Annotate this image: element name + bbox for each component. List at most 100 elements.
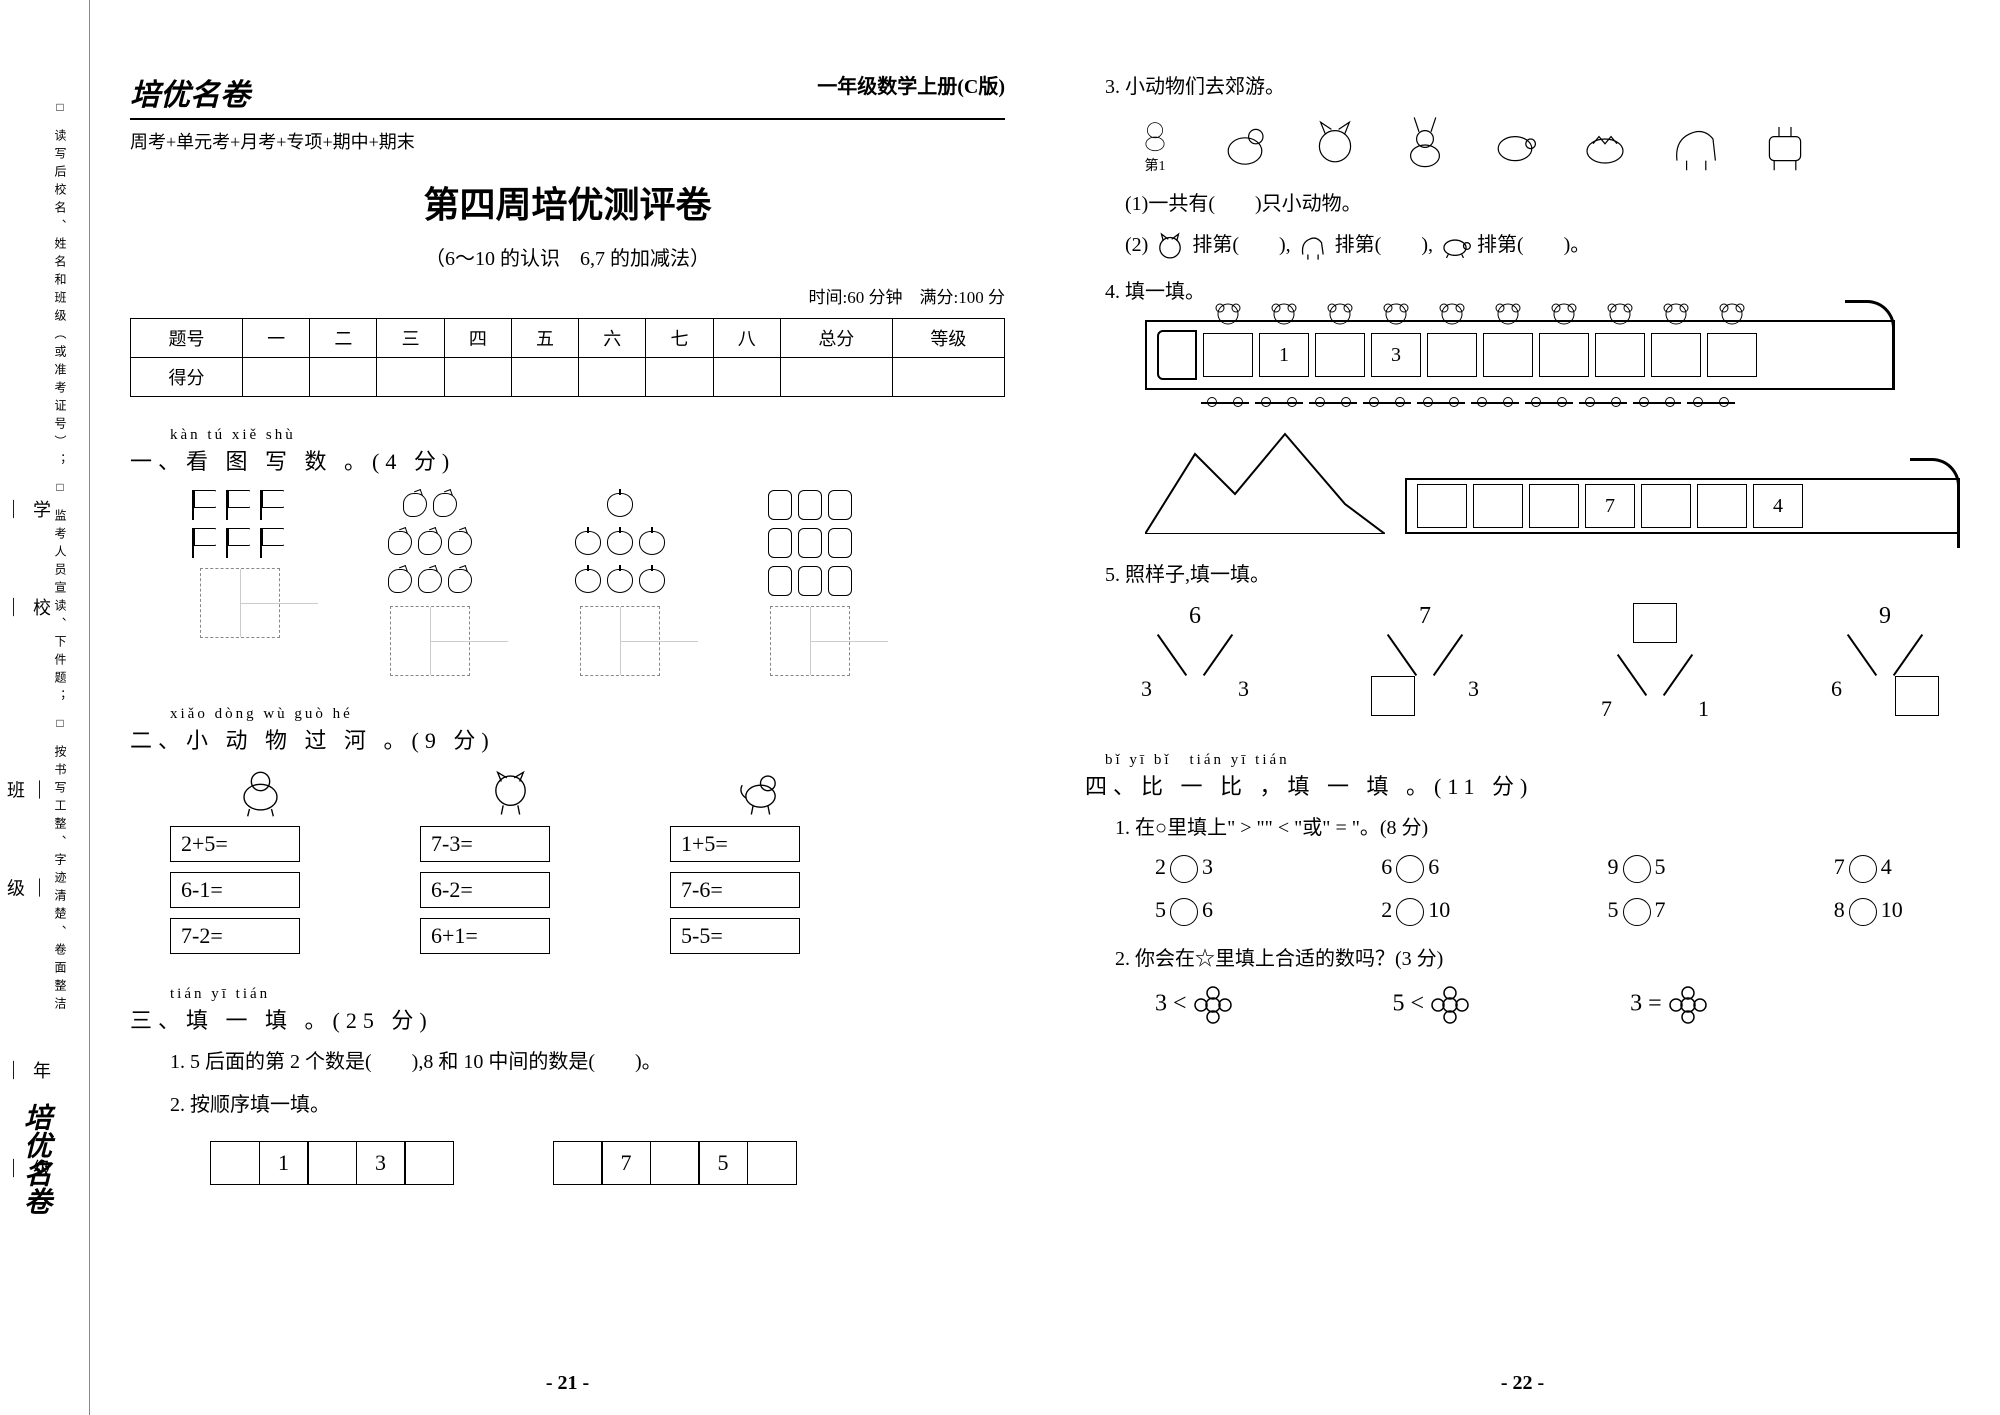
score-cell[interactable] <box>511 358 578 397</box>
compare-row: 5621057810 <box>1155 897 1960 926</box>
train-car[interactable] <box>1203 333 1253 377</box>
number-split: 633 <box>1135 603 1255 722</box>
compare-circle[interactable] <box>1623 855 1651 883</box>
sec2-column: 1+5= 7-6= 5-5= <box>670 765 850 964</box>
write-box[interactable] <box>580 606 660 676</box>
compare-circle[interactable] <box>1623 898 1651 926</box>
score-cell[interactable] <box>243 358 310 397</box>
sec4-title: 四、比 一 比 ，填 一 填 。(11 分) <box>1085 769 1960 801</box>
compare-circle[interactable] <box>1396 898 1424 926</box>
score-cell[interactable] <box>713 358 780 397</box>
score-header-cell: 三 <box>377 319 444 358</box>
split-top: 9 <box>1825 603 1945 630</box>
write-box[interactable] <box>200 568 280 638</box>
sec2-pinyin: xiǎo dòng wù guò hé <box>170 706 1005 723</box>
number-box[interactable] <box>747 1141 797 1185</box>
number-box[interactable] <box>404 1141 454 1185</box>
sec1-title: 一、看 图 写 数 。(4 分) <box>130 444 1005 476</box>
split-right[interactable] <box>1895 676 1939 722</box>
train-car: 1 <box>1259 333 1309 377</box>
flower-icon[interactable] <box>1193 985 1233 1025</box>
equation-box[interactable]: 2+5= <box>170 826 300 862</box>
equation-box[interactable]: 6+1= <box>420 918 550 954</box>
train-car[interactable] <box>1697 484 1747 528</box>
train-car[interactable] <box>1539 333 1589 377</box>
sec2-title: 二、小 动 物 过 河 。(9 分) <box>130 723 1005 755</box>
equation-box[interactable]: 7-2= <box>170 918 300 954</box>
score-cell[interactable] <box>444 358 511 397</box>
train-car[interactable] <box>1595 333 1645 377</box>
score-cell[interactable] <box>310 358 377 397</box>
train-car[interactable] <box>1641 484 1691 528</box>
compare-circle[interactable] <box>1396 855 1424 883</box>
score-header-cell: 八 <box>713 319 780 358</box>
equation-box[interactable]: 7-3= <box>420 826 550 862</box>
train-car[interactable] <box>1315 333 1365 377</box>
flower-icon[interactable] <box>1668 985 1708 1025</box>
rider-icon <box>1322 300 1358 334</box>
small-animal-icon <box>1575 115 1635 175</box>
animal-icon <box>420 765 600 820</box>
train-car[interactable] <box>1417 484 1467 528</box>
split-left: 3 <box>1141 676 1152 702</box>
equation-box[interactable]: 1+5= <box>670 826 800 862</box>
sec3-title: 三、填 一 填 。(25 分) <box>130 1003 1005 1035</box>
small-animal-icon <box>1395 115 1455 175</box>
sec2-column: 2+5= 6-1= 7-2= <box>170 765 350 964</box>
train-car[interactable] <box>1483 333 1533 377</box>
write-box[interactable] <box>770 606 850 676</box>
flower-compare: 5 < <box>1393 985 1471 1025</box>
split-top[interactable] <box>1595 603 1715 650</box>
side-panel: □ 读写后校名、姓名和班级（或准考证号）； □ 监考人员宣读、下件题； □ 按书… <box>0 0 90 1415</box>
compare-item: 210 <box>1381 897 1507 926</box>
number-box[interactable] <box>307 1141 357 1185</box>
split-left[interactable] <box>1371 676 1415 722</box>
sec4-q1: 1. 在○里填上" > "" < "或" = "。(8 分) <box>1115 811 1960 840</box>
compare-circle[interactable] <box>1170 855 1198 883</box>
train-car[interactable] <box>1427 333 1477 377</box>
number-split: 96 <box>1825 603 1945 722</box>
train-car[interactable] <box>1707 333 1757 377</box>
compare-circle[interactable] <box>1849 855 1877 883</box>
sec1-apples <box>550 486 690 676</box>
first-label: 第1 <box>1145 155 1166 175</box>
flower-icon[interactable] <box>1430 985 1470 1025</box>
equation-box[interactable]: 5-5= <box>670 918 800 954</box>
train-car[interactable] <box>1529 484 1579 528</box>
compare-item: 56 <box>1155 897 1281 926</box>
rider-icon <box>1210 300 1246 334</box>
rider-icon <box>1658 300 1694 334</box>
write-box[interactable] <box>390 606 470 676</box>
sec1-peaches <box>360 486 500 676</box>
right-page: 3. 小动物们去郊游。 第1 (1)一共有( )只小动物。 (2) 排第( ),… <box>1045 0 2000 1415</box>
small-animal-icon: 第1 <box>1125 115 1185 175</box>
compare-item: 23 <box>1155 854 1281 883</box>
score-table: 题号一二三四五六七八总分等级 得分 <box>130 318 1005 397</box>
small-animal-icon <box>1305 115 1365 175</box>
animal-icon <box>670 765 850 820</box>
sec3-q1: 1. 5 后面的第 2 个数是( ),8 和 10 中间的数是( )。 <box>170 1045 1005 1074</box>
number-split: 73 <box>1365 603 1485 722</box>
split-left: 6 <box>1831 676 1842 722</box>
equation-box[interactable]: 7-6= <box>670 872 800 908</box>
score-header-cell: 七 <box>646 319 713 358</box>
time-score: 时间:60 分钟 满分:100 分 <box>130 283 1005 308</box>
score-cell[interactable] <box>579 358 646 397</box>
equation-box[interactable]: 6-1= <box>170 872 300 908</box>
compare-circle[interactable] <box>1849 898 1877 926</box>
score-cell[interactable] <box>377 358 444 397</box>
compare-circle[interactable] <box>1170 898 1198 926</box>
sec4-pinyin: bǐ yī bǐ tián yī tián <box>1105 748 1960 769</box>
score-cell[interactable] <box>646 358 713 397</box>
number-box[interactable] <box>650 1141 700 1185</box>
number-box[interactable] <box>553 1141 603 1185</box>
score-cell[interactable] <box>892 358 1004 397</box>
train-car[interactable] <box>1473 484 1523 528</box>
score-header-cell: 五 <box>511 319 578 358</box>
compare-item: 57 <box>1608 897 1734 926</box>
score-cell[interactable] <box>780 358 892 397</box>
train-car[interactable] <box>1651 333 1701 377</box>
number-sequence-1: 13 <box>210 1141 453 1185</box>
equation-box[interactable]: 6-2= <box>420 872 550 908</box>
number-box[interactable] <box>210 1141 260 1185</box>
